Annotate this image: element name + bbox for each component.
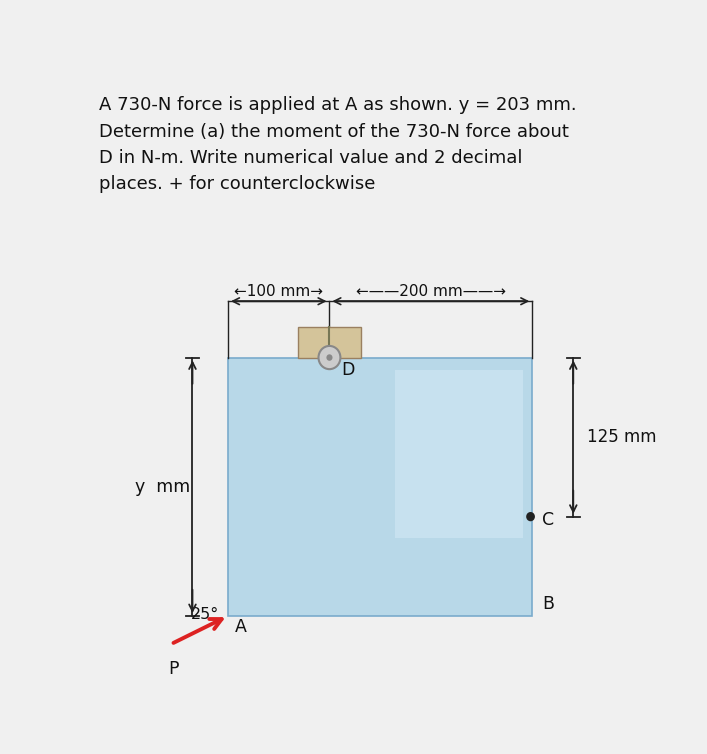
Text: 125 mm: 125 mm: [587, 428, 657, 446]
Text: D: D: [341, 361, 355, 379]
Circle shape: [526, 512, 535, 521]
Text: P: P: [168, 661, 179, 679]
Text: C: C: [542, 510, 554, 529]
Text: A 730-N force is applied at A as shown. y = 203 mm.
Determine (a) the moment of : A 730-N force is applied at A as shown. …: [99, 97, 577, 194]
Text: 25°: 25°: [191, 607, 219, 622]
Text: B: B: [542, 595, 554, 613]
Text: ←100 mm→: ←100 mm→: [234, 284, 323, 299]
Text: A: A: [235, 618, 247, 636]
Circle shape: [327, 354, 332, 361]
Circle shape: [318, 346, 341, 369]
Bar: [228, 357, 532, 616]
Bar: [298, 327, 361, 357]
Text: ←——200 mm——→: ←——200 mm——→: [356, 284, 506, 299]
Bar: [395, 370, 523, 538]
Text: y  mm: y mm: [135, 478, 190, 495]
